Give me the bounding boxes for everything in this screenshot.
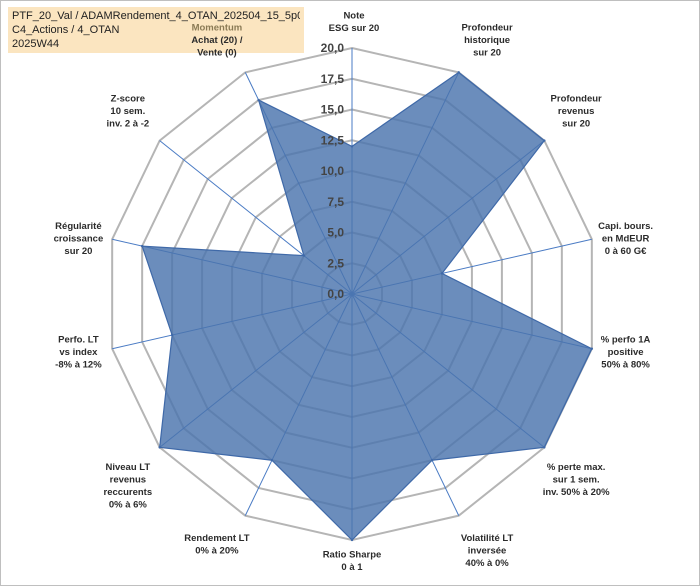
data-point-10 [170, 333, 174, 337]
axis-label-10-line-1: vs index [59, 347, 98, 358]
axis-label-9-line-1: revenus [110, 475, 146, 486]
axis-label-9-line-3: 0% à 6% [109, 500, 148, 511]
chart-header: PTF_20_Val / ADAMRendement_4_OTAN_202504… [8, 7, 304, 53]
axis-label-11-line-0: Régularité [55, 221, 101, 232]
axis-label-11-line-1: croissance [54, 233, 104, 244]
data-point-5 [543, 446, 546, 449]
data-point-11 [140, 244, 144, 248]
tick-label-6: 15,0 [321, 103, 345, 117]
axis-label-5-line-0: % perte max. [547, 462, 606, 473]
tick-label-8: 20,0 [321, 41, 345, 55]
axis-label-12-line-0: Z-score [111, 93, 145, 104]
radar-series [140, 71, 594, 542]
data-point-1 [457, 71, 460, 74]
axis-label-5: % perte max. sur 1 sem. inv. 50% à 20% [543, 462, 610, 498]
axis-label-7-line-0: Ratio Sharpe [323, 550, 382, 561]
axis-label-8-line-1: 0% à 20% [195, 546, 239, 557]
header-line-3: 2025W44 [12, 38, 60, 50]
axis-label-1-line-1: historique [464, 35, 510, 46]
axis-label-8-line-0: Rendement LT [184, 533, 249, 544]
axis-label-11: Régularité croissance sur 20 [54, 221, 104, 257]
axis-label-5-line-1: sur 1 sem. [553, 475, 600, 486]
axis-label-12-line-1: 10 sem. [110, 106, 145, 117]
axis-label-3: Capi. bours. en MdEUR 0 à 60 G€ [598, 221, 653, 257]
axis-label-12-line-2: inv. 2 à -2 [107, 118, 150, 129]
header-line-1: PTF_20_Val / ADAMRendement_4_OTAN_202504… [12, 10, 300, 22]
series-area [141, 71, 593, 541]
data-point-2 [543, 139, 546, 142]
axis-label-0-line-0: Note [343, 11, 364, 22]
axis-label-4: % perfo 1A positive 50% à 80% [601, 335, 651, 371]
axis-label-3-line-1: en MdEUR [602, 233, 650, 244]
axis-label-7-line-1: 0 à 1 [341, 562, 363, 573]
data-point-7 [350, 538, 354, 542]
data-point-9 [158, 446, 161, 449]
axis-label-2: Profondeur revenus sur 20 [551, 93, 602, 129]
tick-label-5: 12,5 [321, 133, 345, 147]
axis-label-3-line-0: Capi. bours. [598, 221, 653, 232]
data-point-6 [430, 459, 434, 462]
axis-label-2-line-0: Profondeur [551, 93, 602, 104]
axis-label-1-line-0: Profondeur [461, 22, 512, 33]
tick-label-3: 7,5 [327, 195, 344, 209]
axis-label-3-line-2: 0 à 60 G€ [605, 246, 647, 257]
tick-label-4: 10,0 [321, 164, 345, 178]
axis-label-9-line-0: Niveau LT [105, 462, 150, 473]
axis-label-11-line-2: sur 20 [64, 246, 92, 257]
axis-label-7: Ratio Sharpe 0 à 1 [323, 550, 382, 574]
axis-label-6-line-2: 40% à 0% [465, 558, 509, 569]
axis-label-2-line-2: sur 20 [562, 118, 590, 129]
axis-label-1-line-2: sur 20 [473, 47, 501, 58]
axis-label-0-line-1: ESG sur 20 [329, 23, 380, 34]
axis-label-13: Momentum Achat (20) / Vente (0) [191, 22, 243, 58]
axis-label-8: Rendement LT 0% à 20% [184, 533, 249, 557]
axis-label-0: Note ESG sur 20 [329, 11, 380, 35]
data-point-13 [257, 98, 260, 102]
data-point-4 [590, 347, 594, 350]
axis-label-4-line-1: positive [608, 347, 644, 358]
data-point-12 [302, 254, 306, 257]
axis-label-10: Perfo. LT vs index -8% à 12% [55, 335, 102, 371]
axis-label-13-line-0: Momentum [192, 22, 243, 33]
axis-label-4-line-2: 50% à 80% [601, 360, 650, 371]
axis-label-2-line-1: revenus [558, 106, 594, 117]
axis-label-9: Niveau LT revenus reccurents 0% à 6% [104, 462, 153, 511]
radar-tick-labels: 0,0 2,5 5,0 7,5 10,0 12,5 15,0 17,5 20,0 [321, 41, 345, 301]
axis-label-10-line-0: Perfo. LT [58, 335, 99, 346]
axis-label-10-line-2: -8% à 12% [55, 360, 102, 371]
header-line-2: C4_Actions / 4_OTAN [12, 24, 120, 36]
tick-label-2: 5,0 [327, 226, 344, 240]
axis-label-1: Profondeur historique sur 20 [461, 22, 512, 58]
tick-label-0: 0,0 [327, 287, 344, 301]
data-point-8 [270, 459, 274, 462]
axis-label-13-line-2: Vente (0) [197, 47, 237, 58]
axis-label-13-line-1: Achat (20) / [191, 35, 243, 46]
axis-label-6: Volatilité LT inversée 40% à 0% [461, 533, 514, 569]
tick-label-7: 17,5 [321, 72, 345, 86]
radar-axis-labels: Note ESG sur 20 Profondeur historique sur 20… [54, 11, 653, 574]
tick-label-1: 2,5 [327, 256, 344, 270]
axis-label-9-line-2: reccurents [104, 487, 153, 498]
axis-label-4-line-0: % perfo 1A [601, 335, 651, 346]
axis-label-6-line-1: inversée [468, 546, 507, 557]
axis-label-6-line-0: Volatilité LT [461, 533, 514, 544]
axis-label-12: Z-score 10 sem. inv. 2 à -2 [107, 93, 150, 129]
data-point-0 [350, 145, 354, 148]
data-point-3 [440, 272, 444, 275]
axis-label-5-line-2: inv. 50% à 20% [543, 487, 610, 498]
